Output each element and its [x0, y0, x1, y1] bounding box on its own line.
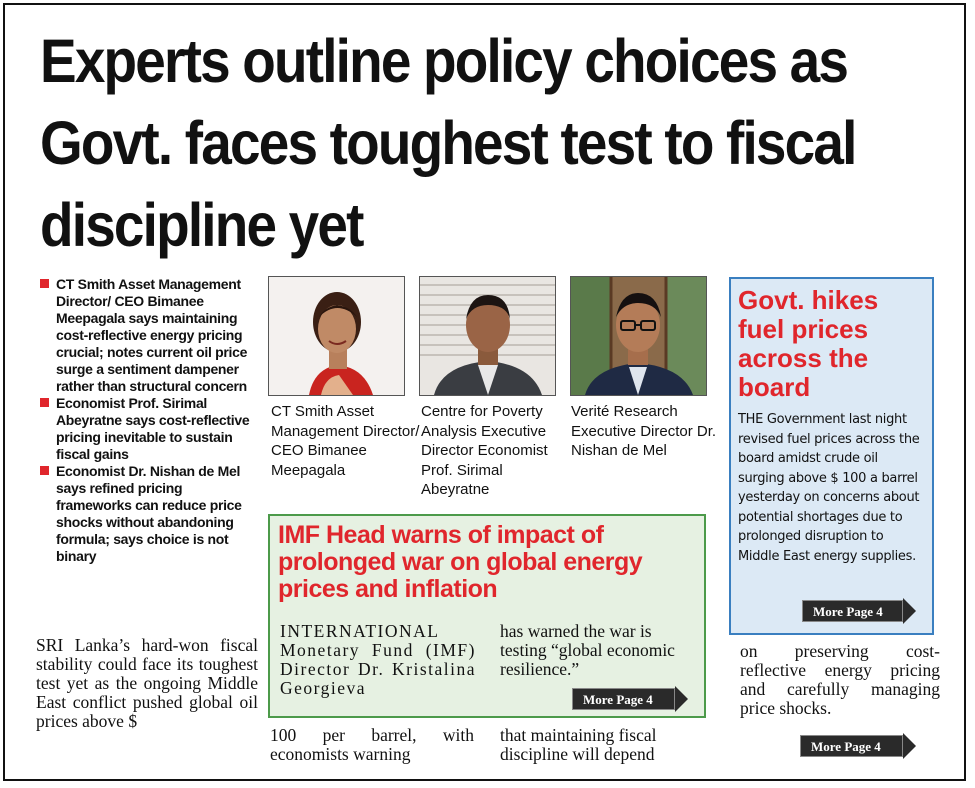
photo-caption: Verité Research Executive Director Dr. N… [571, 403, 717, 459]
photo-sirimal-abeyratne [419, 276, 556, 396]
page-headline: Experts outline policy choices as Govt. … [40, 27, 857, 259]
main-story-column-2: 100 per barrel, with economists warning [270, 725, 474, 764]
imf-story-column-1: INTERNATIONAL Monetary Fund (IMF) Direct… [280, 621, 476, 698]
more-page-label: More Page 4 [572, 688, 675, 710]
imf-story-box [268, 514, 706, 718]
photo-caption: Centre for Poverty Analysis Executive Di… [421, 403, 548, 498]
fuel-story-headline: Govt. hikes fuel prices across the board [738, 285, 879, 402]
key-point: Economist Dr. Nishan de Mel says refined… [36, 463, 258, 565]
fuel-more-page-button[interactable]: More Page 4 [802, 598, 916, 624]
more-page-label: More Page 4 [800, 735, 903, 757]
imf-more-page-button[interactable]: More Page 4 [572, 686, 688, 712]
fuel-story-body: THE Government last night revised fuel p… [738, 412, 920, 564]
main-story-column-1: SRI Lanka’s hard-won fiscal stability co… [36, 635, 258, 731]
photo-bimanee-meepagala [268, 276, 405, 396]
arrow-right-icon [903, 598, 916, 624]
key-point: Economist Prof. Sirimal Abeyratne says c… [36, 395, 258, 463]
imf-story-column-2: has warned the war is testing “global ec… [500, 621, 675, 679]
main-more-page-button[interactable]: More Page 4 [800, 733, 916, 759]
fuel-story-box [729, 277, 934, 635]
photo-nishan-de-mel [570, 276, 707, 396]
main-story-column-3: that maintaining fiscal discipline will … [500, 725, 657, 764]
page-frame [3, 3, 966, 781]
imf-story-headline: IMF Head warns of impact of prolonged wa… [278, 521, 643, 603]
photo-caption: CT Smith Asset Management Director/ CEO … [271, 403, 420, 479]
key-points-list: CT Smith Asset Management Director/ CEO … [36, 276, 258, 565]
more-page-label: More Page 4 [802, 600, 903, 622]
key-point: CT Smith Asset Management Director/ CEO … [36, 276, 258, 395]
arrow-right-icon [675, 686, 688, 712]
bullet-square-icon [40, 398, 49, 407]
bullet-square-icon [40, 466, 49, 475]
bullet-square-icon [40, 279, 49, 288]
arrow-right-icon [903, 733, 916, 759]
main-story-column-4: on preserving cost-reflective energy pri… [740, 641, 940, 718]
